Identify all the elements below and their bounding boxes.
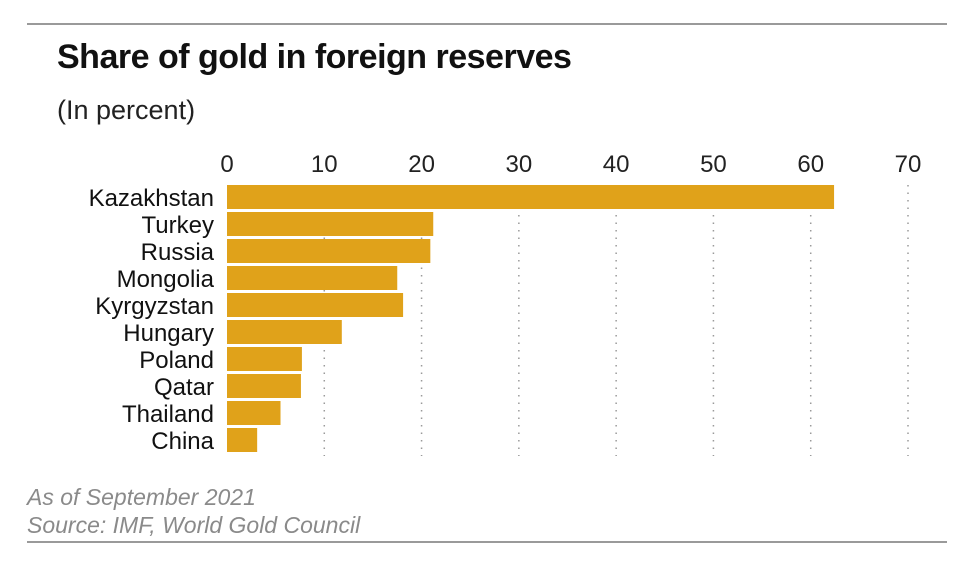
- bar: [227, 239, 431, 263]
- date-note: As of September 2021: [27, 484, 256, 510]
- x-tick-label: 10: [311, 151, 338, 178]
- bar: [227, 320, 342, 344]
- chart-subtitle: (In percent): [57, 95, 196, 125]
- category-label: China: [151, 428, 214, 455]
- top-rule: [27, 23, 947, 25]
- gridlines: [323, 185, 909, 456]
- bar: [227, 401, 281, 425]
- bar: [227, 374, 301, 398]
- category-label: Turkey: [142, 212, 214, 239]
- category-label: Mongolia: [117, 266, 215, 293]
- category-label: Thailand: [122, 401, 214, 428]
- category-labels: KazakhstanTurkeyRussiaMongoliaKyrgyzstan…: [89, 185, 215, 455]
- bars: [227, 185, 835, 452]
- bar: [227, 293, 404, 317]
- x-tick-label: 70: [895, 151, 922, 178]
- category-label: Kyrgyzstan: [95, 293, 214, 320]
- bar: [227, 185, 835, 209]
- x-tick-label: 50: [700, 151, 727, 178]
- chart-title: Share of gold in foreign reserves: [57, 38, 572, 76]
- x-tick-label: 0: [220, 151, 233, 178]
- category-label: Hungary: [123, 320, 214, 347]
- bar: [227, 212, 434, 236]
- category-label: Kazakhstan: [89, 185, 214, 212]
- source-note: Source: IMF, World Gold Council: [27, 512, 361, 538]
- x-tick-label: 20: [408, 151, 435, 178]
- x-axis-ticks: 0 10 20 30 40 50 60 70: [220, 151, 921, 178]
- x-tick-label: 40: [603, 151, 630, 178]
- category-label: Russia: [141, 239, 215, 266]
- x-tick-label: 60: [797, 151, 824, 178]
- category-label: Poland: [139, 347, 214, 374]
- bar: [227, 428, 258, 452]
- bar: [227, 347, 302, 371]
- bottom-rule: [27, 541, 947, 543]
- x-tick-label: 30: [506, 151, 533, 178]
- bar: [227, 266, 398, 290]
- category-label: Qatar: [154, 374, 214, 401]
